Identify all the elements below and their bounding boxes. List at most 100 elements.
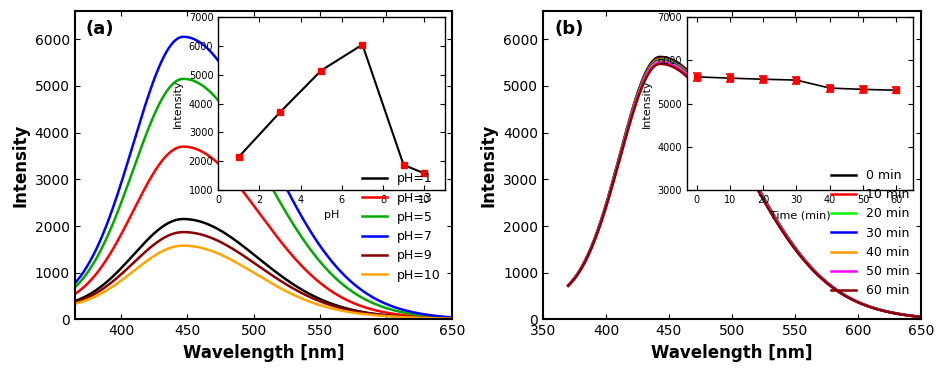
pH=10 [243,267,254,272]
pH=1 [243,248,254,253]
20 min [653,57,665,62]
10 min [733,151,745,156]
50 min [733,154,745,159]
50 min [904,314,916,318]
50 min [653,60,665,65]
pH=3 [177,144,189,149]
Line: 50 min: 50 min [567,63,919,317]
40 min [562,283,573,288]
pH=1 [253,256,264,261]
pH=5 [88,260,99,265]
0 min [724,133,735,137]
Y-axis label: Intensity: Intensity [11,123,29,207]
50 min [580,257,591,261]
10 min [580,256,591,261]
20 min [914,315,925,319]
pH=3 [88,275,99,279]
60 min [733,155,745,159]
pH=3 [69,292,80,297]
pH=5 [69,285,80,290]
Line: 10 min: 10 min [567,58,919,317]
50 min [562,283,573,288]
pH=3 [435,316,447,320]
60 min [904,314,916,318]
pH=3 [447,316,458,321]
20 min [904,313,916,318]
40 min [839,294,851,298]
Text: (b): (b) [554,21,583,38]
pH=5 [447,316,458,320]
20 min [733,152,745,157]
0 min [562,283,573,288]
Line: 30 min: 30 min [567,60,919,317]
pH=1 [435,316,447,320]
50 min [839,294,851,298]
10 min [724,134,735,138]
pH=9 [366,312,378,316]
10 min [903,313,915,318]
40 min [653,59,665,63]
10 min [562,283,573,288]
Line: 20 min: 20 min [567,59,919,317]
0 min [914,315,925,319]
Line: pH=5: pH=5 [75,79,452,318]
Line: pH=3: pH=3 [75,147,452,319]
20 min [903,313,915,318]
0 min [904,313,916,318]
Line: pH=1: pH=1 [75,219,452,319]
60 min [562,283,573,288]
pH=10 [177,244,189,248]
60 min [653,62,665,66]
30 min [914,315,925,319]
pH=10 [88,295,99,300]
pH=1 [435,316,447,320]
Line: pH=9: pH=9 [75,232,452,319]
Legend: pH=1, pH=3, pH=5, pH=7, pH=9, pH=10: pH=1, pH=3, pH=5, pH=7, pH=9, pH=10 [357,167,446,286]
10 min [904,313,916,318]
Line: 60 min: 60 min [567,64,919,317]
pH=5 [253,162,264,166]
0 min [580,256,591,261]
10 min [839,294,851,298]
pH=3 [253,210,264,214]
60 min [580,257,591,262]
Legend: 0 min, 10 min, 20 min, 30 min, 40 min, 50 min, 60 min: 0 min, 10 min, 20 min, 30 min, 40 min, 5… [825,164,914,303]
pH=7 [253,129,264,134]
60 min [724,138,735,142]
pH=7 [447,315,458,320]
0 min [903,313,915,318]
pH=1 [366,311,378,316]
0 min [839,294,851,298]
40 min [733,153,745,158]
pH=1 [177,217,189,221]
pH=1 [88,289,99,294]
40 min [904,314,916,318]
50 min [903,313,915,318]
60 min [903,314,915,318]
0 min [653,55,665,59]
pH=10 [435,316,447,321]
pH=7 [88,252,99,256]
40 min [724,136,735,141]
30 min [580,257,591,261]
30 min [562,283,573,288]
30 min [904,313,916,318]
10 min [653,56,665,60]
30 min [733,153,745,157]
30 min [653,58,665,63]
40 min [903,313,915,318]
pH=3 [243,197,254,201]
Text: (a): (a) [86,21,114,38]
pH=9 [253,264,264,268]
pH=9 [435,316,447,321]
20 min [562,283,573,288]
pH=7 [435,314,447,319]
pH=10 [447,316,458,321]
pH=9 [435,316,447,321]
pH=9 [177,230,189,234]
X-axis label: Wavelength [nm]: Wavelength [nm] [650,344,812,362]
30 min [903,313,915,318]
pH=10 [69,302,80,306]
50 min [724,137,735,141]
60 min [839,294,851,298]
